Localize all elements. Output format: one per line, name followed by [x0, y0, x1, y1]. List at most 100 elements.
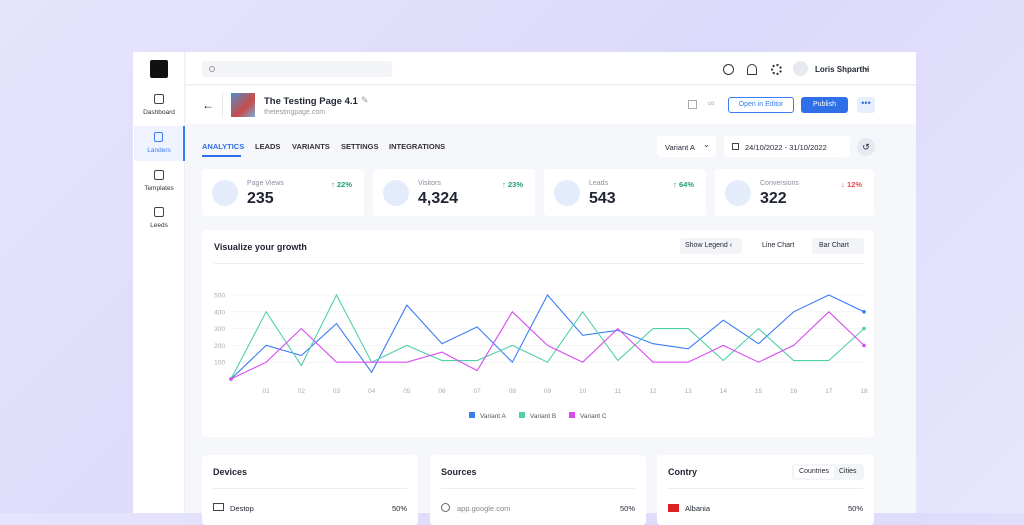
legend-swatch	[469, 412, 475, 418]
search[interactable]	[202, 61, 392, 77]
x-tick-label: 17	[825, 388, 833, 395]
help-icon[interactable]	[723, 64, 734, 75]
card-title: Devices	[213, 467, 248, 477]
reset[interactable]: ↺	[857, 138, 875, 156]
end-dot	[862, 343, 866, 348]
nav-item[interactable]: Landers	[147, 147, 171, 154]
active-nav	[134, 126, 185, 161]
divider	[222, 93, 223, 117]
y-tick-label: 500	[214, 293, 225, 300]
page-header	[186, 86, 916, 124]
legend-swatch	[569, 412, 575, 418]
arrow: ↑	[502, 180, 506, 189]
globe-icon	[441, 503, 450, 512]
arrow: ↑	[673, 180, 677, 189]
edit-icon[interactable]: ✎	[361, 95, 369, 105]
show-legend[interactable]: Show Legend ‹	[680, 238, 742, 254]
row-value: 50%	[619, 504, 635, 513]
stat-value: 235	[247, 190, 274, 207]
x-tick-label: 14	[720, 388, 728, 395]
tab[interactable]: ANALYTICS	[202, 142, 245, 151]
stat-change-value: 23%	[507, 180, 523, 189]
stat-icon	[212, 180, 238, 206]
series-line	[230, 310, 865, 380]
stat-change: ↓ 12%	[841, 180, 862, 189]
stat-label: Conversions	[760, 180, 799, 187]
page-title: The Testing Page 4.1	[264, 96, 358, 107]
nav-item[interactable]: Dashboard	[143, 109, 175, 116]
bell-icon[interactable]	[747, 64, 757, 75]
x-tick-label: 11	[614, 388, 621, 395]
divider	[214, 263, 864, 264]
nav-item[interactable]: Leeds	[150, 222, 168, 229]
row-label: Destop	[230, 504, 254, 513]
toggle-option[interactable]: Countries	[794, 466, 834, 478]
divider	[213, 488, 407, 489]
stat-card: Leads 543 ↑ 64%	[544, 169, 706, 216]
legend-label: Variant A	[480, 413, 507, 420]
thumbnail	[231, 93, 255, 117]
country-card: Contry Countries Cities Albania 50%	[657, 455, 874, 525]
settings-icon[interactable]	[771, 64, 782, 75]
line-chart: 100 200 300 400 500 01 02 03 04 05 06 07 08 09 10 11 12 1…	[214, 293, 868, 421]
tab[interactable]: LEADS	[255, 142, 281, 151]
x-tick-label: 16	[790, 388, 798, 395]
line-chart-btn[interactable]: Line Chart	[762, 242, 795, 249]
x-tick-label: 09	[544, 388, 552, 395]
series-line	[230, 293, 865, 380]
y-tick-label: 400	[214, 309, 225, 316]
page-url: thetestingpage.com	[264, 109, 326, 116]
stat-card: Visitors 4,324 ↑ 23%	[373, 169, 535, 216]
nav-item[interactable]: Templates	[144, 185, 174, 192]
search-icon	[209, 66, 215, 72]
user-name[interactable]: Loris Shparthi	[815, 65, 870, 74]
x-tick-label: 13	[685, 388, 693, 395]
date-picker[interactable]: 24/10/2022 - 31/10/2022	[724, 136, 850, 157]
copy-icon[interactable]	[688, 100, 697, 109]
icon	[154, 132, 163, 142]
x-tick-label: 18	[860, 388, 868, 395]
end-dot	[229, 377, 233, 381]
stat-icon	[554, 180, 580, 206]
page: {"sidebar":{"items":["Dashboard","Lander…	[0, 0, 1024, 513]
chevron: ⌄	[703, 140, 710, 149]
x-tick-label: 15	[755, 388, 763, 395]
stat-value: 543	[589, 190, 616, 207]
tab[interactable]: SETTINGS	[341, 142, 379, 151]
x-tick-label: 02	[298, 388, 306, 395]
date-range: 24/10/2022 - 31/10/2022	[745, 143, 827, 152]
tab-underline	[202, 155, 241, 157]
back[interactable]: ←	[202, 98, 214, 112]
avatar[interactable]	[793, 61, 808, 76]
stat-value: 4,324	[418, 190, 459, 207]
tab[interactable]: INTEGRATIONS	[389, 142, 446, 151]
sidebar	[133, 52, 185, 513]
stat-card: Conversions 322 ↓ 12%	[715, 169, 874, 216]
x-tick-label: 04	[368, 388, 376, 395]
stat-label: Leads	[589, 180, 609, 187]
chart-card: Visualize your growth Show Legend ‹ Line…	[202, 230, 874, 437]
arrow: ↑	[331, 180, 335, 189]
stat-change-value: 64%	[678, 180, 694, 189]
legend-label: Variant B	[530, 413, 556, 420]
more[interactable]: •••	[857, 97, 875, 113]
variant-select[interactable]: Variant A ⌄	[657, 136, 716, 157]
open-editor[interactable]: Open in Editor	[728, 97, 794, 113]
stat-icon	[725, 180, 751, 206]
divider	[668, 488, 863, 489]
arrow: ↓	[841, 180, 845, 189]
bar-chart-btn[interactable]: Bar Chart	[812, 238, 864, 254]
card-title: Contry	[668, 467, 697, 477]
variant-value: Variant A	[665, 143, 695, 152]
icon	[154, 207, 164, 217]
end-dot	[862, 310, 866, 314]
stat-icon	[383, 180, 409, 206]
link-icon[interactable]: ∞	[708, 98, 715, 108]
x-tick-label: 12	[649, 388, 657, 395]
tab[interactable]: VARIANTS	[292, 142, 330, 151]
row-label: app.google.com	[457, 504, 511, 513]
y-tick-label: 300	[214, 326, 225, 333]
icon	[154, 94, 164, 104]
publish[interactable]: Publish	[801, 97, 848, 113]
toggle-option[interactable]: Cities	[839, 468, 857, 475]
